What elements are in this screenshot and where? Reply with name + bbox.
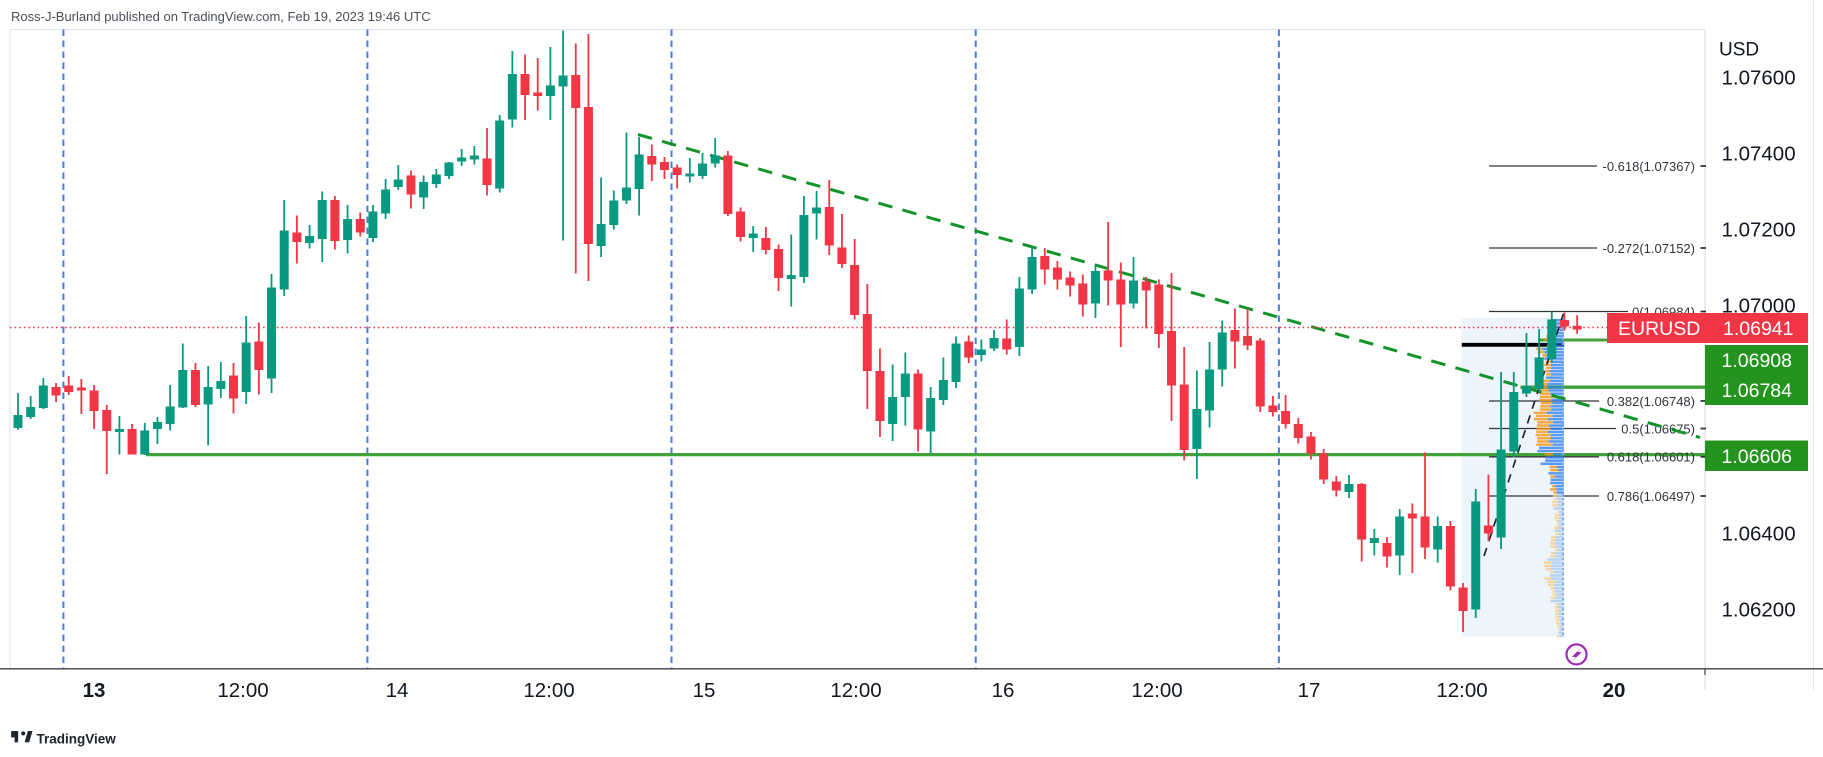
svg-text:EURUSD: EURUSD [1618,318,1700,340]
svg-text:1.06784: 1.06784 [1722,380,1793,402]
svg-text:17: 17 [1298,679,1321,702]
svg-text:1.07000: 1.07000 [1722,294,1796,317]
svg-text:15: 15 [693,679,716,702]
svg-text:Ross-J-Burland published on Tr: Ross-J-Burland published on TradingView.… [11,9,431,24]
svg-text:12:00: 12:00 [1436,679,1487,702]
svg-text:12:00: 12:00 [523,679,574,702]
svg-text:1.07200: 1.07200 [1722,218,1796,241]
svg-text:13: 13 [83,679,106,702]
svg-text:1.06400: 1.06400 [1722,522,1796,545]
svg-text:TradingView: TradingView [37,732,117,747]
svg-text:12:00: 12:00 [1131,679,1182,702]
svg-text:0.382(1.06748): 0.382(1.06748) [1607,394,1695,409]
svg-text:-0.272(1.07152): -0.272(1.07152) [1602,241,1695,256]
svg-text:20: 20 [1603,679,1626,702]
svg-text:0.618(1.06601): 0.618(1.06601) [1607,450,1695,465]
svg-text:1.06200: 1.06200 [1722,598,1796,621]
svg-text:1.06908: 1.06908 [1722,350,1793,372]
svg-text:1.07600: 1.07600 [1722,66,1796,89]
svg-text:1.07400: 1.07400 [1722,142,1796,165]
svg-text:14: 14 [386,679,409,702]
svg-text:16: 16 [992,679,1015,702]
svg-text:USD: USD [1719,40,1759,61]
svg-text:12:00: 12:00 [217,679,268,702]
svg-text:1.06606: 1.06606 [1722,446,1793,468]
svg-text:-0.618(1.07367): -0.618(1.07367) [1602,159,1695,174]
svg-text:0.786(1.06497): 0.786(1.06497) [1607,489,1695,504]
svg-text:1.06941: 1.06941 [1723,318,1794,340]
svg-text:12:00: 12:00 [830,679,881,702]
svg-text:0.5(1.06675): 0.5(1.06675) [1621,421,1695,436]
